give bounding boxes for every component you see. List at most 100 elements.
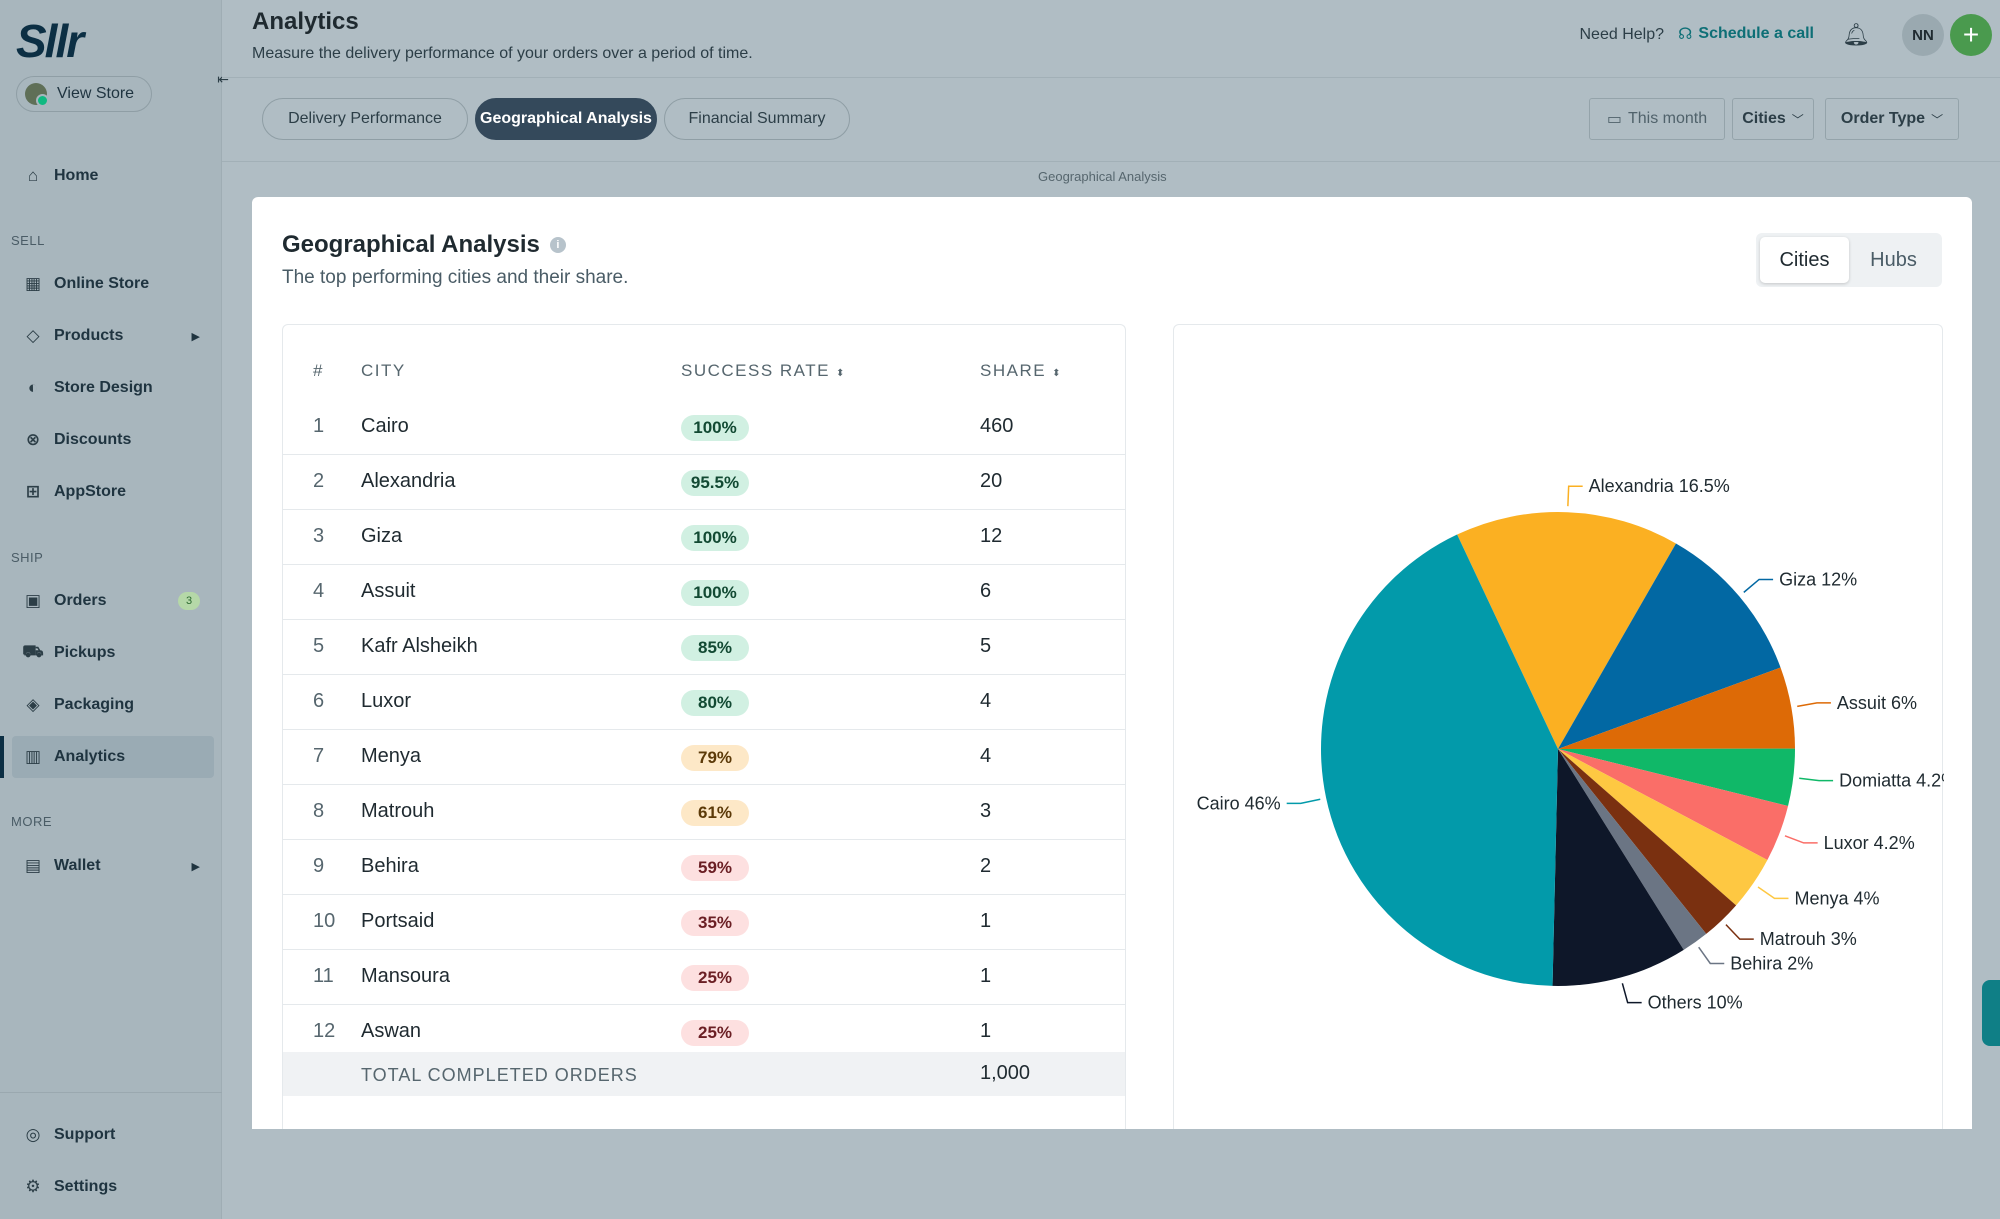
order-type-filter[interactable]: Order Type ﹀ [1825, 98, 1959, 140]
sidebar-item-support[interactable]: ◎ Support [12, 1114, 214, 1156]
headset-icon: ☊ [1678, 26, 1693, 43]
sidebar-item-products[interactable]: ◇ Products ▶ [12, 315, 214, 357]
store-avatar [25, 83, 49, 107]
pie-chart-container: Alexandria 16.5% Giza 12% Assuit 6% Domiatt… [1173, 324, 1944, 1129]
section-label-ship: SHIP [11, 550, 44, 565]
header-index: # [313, 361, 324, 380]
pie-leader-line [1286, 798, 1321, 805]
store-icon: ▦ [24, 274, 42, 293]
tab-delivery-performance[interactable]: Delivery Performance [262, 98, 468, 140]
row-city: Giza [361, 525, 403, 547]
side-drawer-handle[interactable] [1982, 980, 2000, 1046]
success-rate-badge: 35% [681, 910, 749, 936]
sidebar-item-orders[interactable]: ▣ Orders 3 [12, 580, 214, 622]
sidebar-item-discounts[interactable]: ⊗ Discounts [12, 419, 214, 461]
pie-slice-label: Matrouh 3% [1760, 929, 1857, 949]
sidebar-item-store-design[interactable]: ◐ Store Design [12, 367, 214, 409]
success-rate-badge: 61% [681, 800, 749, 826]
pie-slice[interactable] [1457, 512, 1676, 749]
pie-leader-line [1743, 578, 1774, 593]
package-icon: ◈ [26, 695, 40, 714]
bell-icon[interactable]: 🔔︎ [1842, 22, 1870, 47]
success-rate-badge: 100% [681, 525, 749, 551]
sidebar-item-appstore[interactable]: ⊞ AppStore [12, 471, 214, 513]
row-share: 1 [980, 910, 992, 932]
schedule-call-link[interactable]: ☊ Schedule a call [1678, 24, 1814, 44]
toggle-cities[interactable]: Cities [1760, 237, 1849, 283]
pie-slice[interactable] [1558, 749, 1768, 906]
header-share[interactable]: SHARE ⬍ [980, 361, 1060, 381]
sidebar-item-label: Home [54, 167, 99, 184]
view-store-button[interactable]: View Store [16, 76, 152, 112]
sllr-logo[interactable]: Sllr [16, 15, 84, 67]
view-store-label: View Store [57, 85, 135, 102]
table-row: 3 Giza 100% 12 [283, 510, 1125, 565]
pie-slice[interactable] [1552, 749, 1684, 986]
pie-slice[interactable] [1558, 749, 1707, 950]
pie-slice-label: Giza 12% [1779, 569, 1857, 589]
success-rate-badge: 95.5% [681, 470, 749, 496]
sidebar-item-packaging[interactable]: ◈ Packaging [12, 684, 214, 726]
page-subtitle: Measure the delivery performance of your… [252, 45, 753, 62]
row-index: 1 [313, 415, 325, 437]
pie-leader-line [1725, 924, 1754, 940]
sidebar-item-pickups[interactable]: ⛟ Pickups [12, 632, 214, 674]
row-city: Portsaid [361, 910, 435, 932]
total-label: TOTAL COMPLETED ORDERS [361, 1065, 638, 1085]
sidebar-item-settings[interactable]: ⚙ Settings [12, 1166, 214, 1208]
row-city: Alexandria [361, 470, 456, 492]
pie-slice[interactable] [1558, 748, 1795, 807]
palette-icon: ◐ [27, 378, 39, 397]
row-index: 12 [313, 1020, 336, 1042]
breadcrumb: Geographical Analysis [1038, 169, 1167, 184]
geo-analysis-card: Geographical Analysis i The top performi… [252, 197, 1972, 1129]
collapse-sidebar-icon[interactable]: ⇤ [217, 70, 229, 87]
sidebar-item-analytics[interactable]: ▥ Analytics [0, 736, 214, 778]
total-value: 1,000 [980, 1062, 1031, 1084]
success-rate-badge: 25% [681, 1020, 749, 1046]
row-city: Aswan [361, 1020, 422, 1042]
tab-financial-summary[interactable]: Financial Summary [664, 98, 850, 140]
sidebar-item-wallet[interactable]: ▤ Wallet ▶ [12, 845, 214, 887]
header-success-rate[interactable]: SUCCESS RATE ⬍ [681, 361, 844, 381]
table-row: 2 Alexandria 95.5% 20 [283, 455, 1125, 510]
header-city: CITY [361, 361, 406, 380]
pie-slice[interactable] [1558, 667, 1795, 749]
row-city: Matrouh [361, 800, 435, 822]
cities-table: # CITY SUCCESS RATE ⬍ SHARE ⬍ 1 Cairo 100% 46… [282, 324, 1126, 1129]
pie-slice[interactable] [1558, 543, 1781, 749]
cities-filter[interactable]: Cities ﹀ [1732, 98, 1814, 140]
dolly-icon: ⛟ [22, 642, 44, 661]
info-icon[interactable]: i [549, 237, 566, 253]
row-index: 6 [313, 690, 325, 712]
sort-icon: ⬍ [1052, 368, 1061, 379]
pie-slice[interactable] [1558, 749, 1789, 861]
row-index: 5 [313, 635, 325, 657]
gear-icon: ⚙ [25, 1177, 41, 1196]
row-share: 1 [980, 1020, 992, 1042]
row-share: 460 [980, 415, 1014, 437]
sidebar-item-label: AppStore [54, 483, 126, 500]
sidebar-item-label: Wallet [54, 857, 101, 874]
order-type-filter-label: Order Type [1840, 110, 1926, 127]
row-city: Menya [361, 745, 422, 767]
sidebar-item-home[interactable]: ⌂ Home [12, 155, 214, 197]
toggle-hubs[interactable]: Hubs [1870, 248, 1917, 271]
date-filter[interactable]: ▭ This month [1589, 98, 1725, 140]
row-index: 2 [313, 470, 325, 492]
tab-geographical-analysis[interactable]: Geographical Analysis [475, 98, 657, 140]
pie-leader-line [1621, 983, 1642, 1004]
add-icon[interactable]: + [1950, 14, 1992, 56]
user-avatar[interactable]: NN [1902, 14, 1944, 56]
pie-slice[interactable] [1321, 534, 1558, 986]
apps-icon: ⊞ [25, 482, 41, 501]
sidebar-item-label: Store Design [54, 379, 153, 396]
calendar-icon: ▭ [1606, 111, 1622, 128]
sidebar-item-online-store[interactable]: ▦ Online Store [12, 263, 214, 305]
row-index: 11 [313, 965, 334, 987]
pie-slice[interactable] [1558, 749, 1737, 934]
section-label-more: MORE [11, 814, 52, 829]
cities-filter-label: Cities [1742, 110, 1786, 127]
row-share: 1 [980, 965, 992, 987]
card-title: Geographical Analysis i [282, 231, 566, 259]
